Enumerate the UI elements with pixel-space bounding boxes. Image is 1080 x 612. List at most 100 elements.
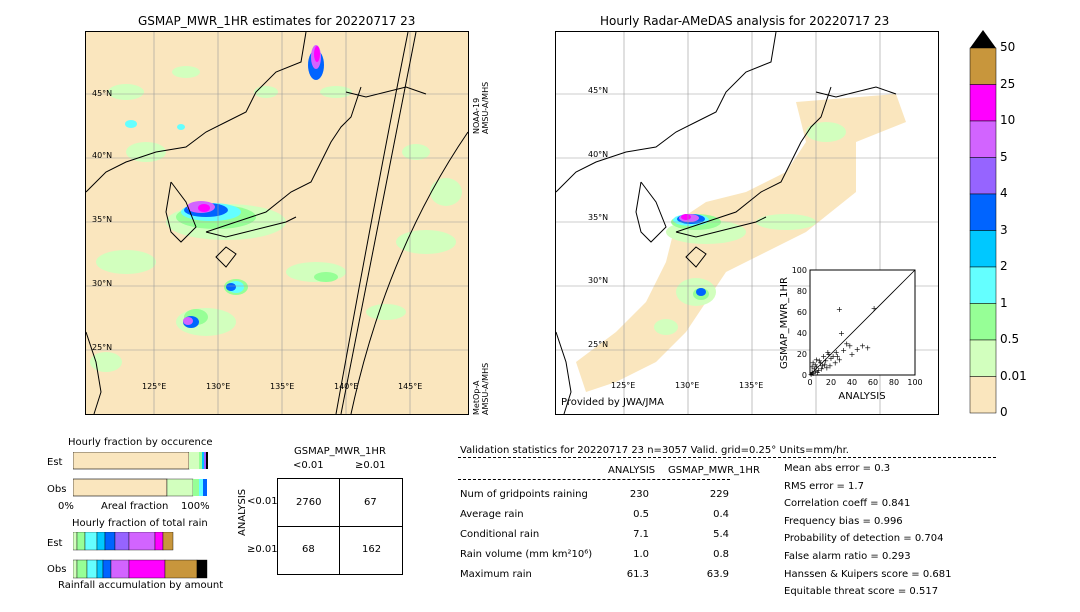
total-title: Hourly fraction of total rain: [72, 518, 208, 529]
scatter-point: +: [824, 348, 831, 357]
scatter-xtick: 100: [907, 378, 922, 387]
scatter-point: +: [819, 362, 826, 371]
left-lat-30: 30°N: [92, 279, 113, 288]
colorbar-swatch: [969, 266, 997, 304]
scatter-point: +: [808, 370, 815, 379]
stat-label: Conditional rain: [460, 529, 540, 540]
scatter-ytick: 100: [792, 266, 807, 275]
colorbar-label: 25: [1000, 76, 1016, 91]
scatter-point: +: [836, 355, 843, 364]
validation-header: Validation statistics for 20220717 23 n=…: [460, 445, 849, 456]
scatter-point: +: [834, 352, 841, 361]
contingency-row2: ≥0.01: [247, 544, 278, 555]
scatter-point: +: [823, 364, 830, 373]
stat-gsmap: 5.4: [713, 529, 729, 540]
scatter-point: +: [854, 345, 861, 354]
scatter-xlabel: ANALYSIS: [838, 391, 885, 402]
sat-label-noaa: NOAA-19 AMSU-A/MHS: [472, 81, 490, 134]
scatter-ytick: 20: [797, 350, 807, 359]
score-line: RMS error = 1.7: [784, 480, 864, 492]
left-map: [85, 31, 469, 415]
scatter-xtick: 60: [868, 378, 878, 387]
colorbar-label: 0: [1000, 405, 1008, 419]
colorbar-label: 2: [1000, 259, 1008, 273]
scatter-point: +: [847, 342, 854, 351]
score-line: Mean abs error = 0.3: [784, 463, 891, 474]
right-lat-40: 40°N: [588, 150, 609, 159]
occurrence-bars: [73, 452, 208, 497]
cell-2-2: 162: [362, 544, 382, 555]
scatter-point: +: [838, 329, 845, 338]
col-gsmap: GSMAP_MWR_1HR: [668, 465, 760, 476]
validation-divider: [458, 457, 996, 458]
scatter-point: +: [812, 361, 819, 370]
scatter-point: +: [821, 361, 828, 370]
scatter-point: +: [843, 340, 850, 349]
scatter-point: +: [812, 367, 819, 376]
scatter-point: +: [814, 368, 821, 377]
right-lon-135: 135°E: [739, 381, 764, 390]
score-line: Hanssen & Kuipers score = 0.681: [784, 568, 952, 580]
axis-mid: Areal fraction: [101, 501, 169, 512]
right-lat-45: 45°N: [588, 86, 609, 95]
colorbar-label: 3: [1000, 222, 1008, 237]
stat-analysis: 61.3: [626, 569, 649, 580]
scatter-point: +: [840, 346, 847, 355]
contingency-col1: <0.01: [293, 460, 324, 471]
colorbar-swatch: [969, 193, 997, 231]
stat-gsmap: 0.8: [713, 549, 729, 560]
right-lat-30: 30°N: [588, 276, 609, 285]
score-line: False alarm ratio = 0.293: [784, 551, 911, 562]
contingency-header: GSMAP_MWR_1HR: [294, 446, 386, 457]
scatter-point: +: [836, 305, 843, 314]
tot-obs-label: Obs: [47, 564, 67, 575]
scatter-point: +: [871, 304, 878, 313]
left-map-title: GSMAP_MWR_1HR estimates for 20220717 23: [138, 14, 416, 28]
scatter-point: +: [810, 369, 817, 378]
stats-divider: [458, 479, 730, 480]
scatter-point: +: [826, 350, 833, 359]
cell-2-1: 68: [302, 544, 315, 555]
stat-analysis: 230: [629, 489, 649, 500]
scatter-ytick: 80: [797, 287, 807, 296]
col-analysis: ANALYSIS: [608, 465, 656, 476]
right-lon-125: 125°E: [611, 381, 636, 390]
occ-est-label: Est: [47, 457, 63, 468]
right-map-title: Hourly Radar-AMeDAS analysis for 2022071…: [600, 14, 890, 28]
scatter-xtick: 80: [889, 378, 899, 387]
scatter-point: +: [818, 365, 825, 374]
stat-label: Average rain: [460, 509, 524, 520]
total-bars: [73, 532, 208, 579]
scatter-point: +: [815, 366, 822, 375]
scatter-point: +: [827, 362, 834, 371]
colorbar-swatch: [969, 157, 997, 195]
colorbar-label: 1: [1000, 295, 1008, 310]
colorbar-swatch: [969, 303, 997, 341]
stat-gsmap: 229: [709, 489, 729, 500]
scatter-point: +: [832, 358, 839, 367]
left-lat-25: 25°N: [92, 343, 113, 352]
scatter-point: +: [813, 355, 820, 364]
occ-obs-label: Obs: [47, 484, 67, 495]
left-lon-140: 140°E: [334, 382, 359, 391]
colorbar-swatch: [969, 230, 997, 268]
provider-credit: Provided by JWA/JMA: [561, 397, 664, 408]
colorbar-label: 0.01: [1000, 368, 1027, 383]
scatter-point: +: [816, 356, 823, 365]
scatter-xtick: 40: [847, 378, 857, 387]
stat-analysis: 0.5: [633, 509, 649, 520]
scatter-ytick: 0: [802, 371, 807, 380]
scatter-diagonal: [809, 269, 916, 376]
score-line: Correlation coeff = 0.841: [784, 498, 911, 510]
left-lon-145: 145°E: [398, 382, 423, 391]
scatter-xtick: 20: [826, 378, 836, 387]
left-map-canvas: [86, 32, 468, 414]
colorbar-label: 4: [1000, 186, 1008, 200]
scatter-point: +: [809, 363, 816, 372]
tot-obs-bar: [73, 559, 208, 579]
colorbar-arrow: [970, 30, 996, 48]
cell-1-1: 2760: [296, 497, 322, 508]
axis-left: 0%: [58, 501, 74, 512]
scatter-point: +: [849, 350, 856, 359]
colorbar-swatch: [969, 376, 997, 414]
